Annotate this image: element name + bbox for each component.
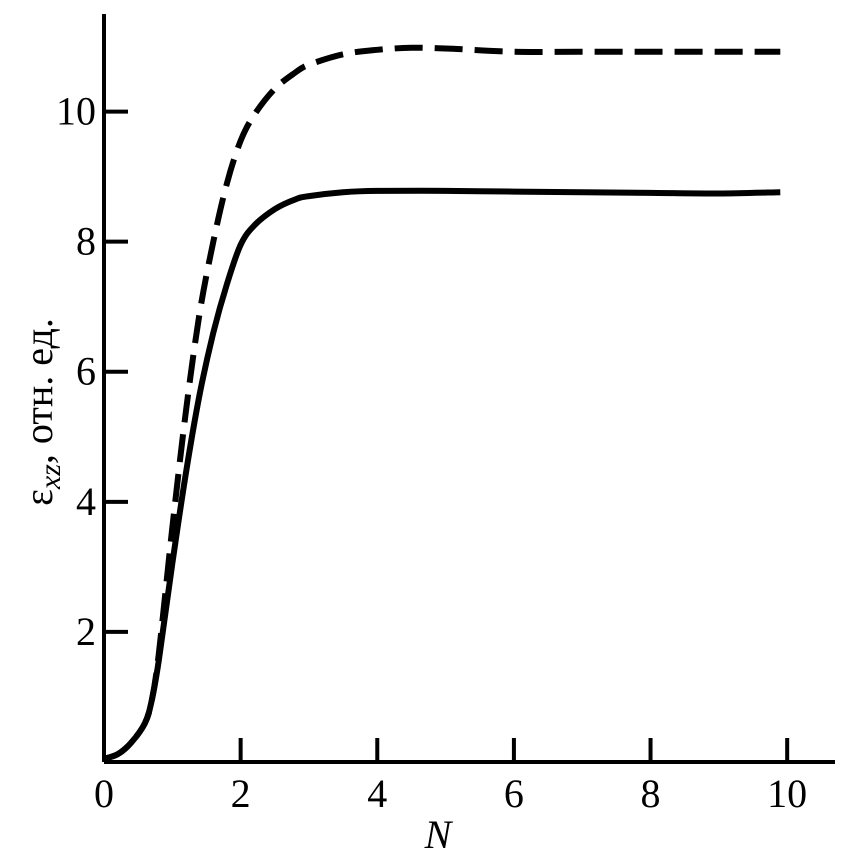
y-tick-label: 2 [76, 609, 96, 654]
y-axis-title-subscript: xz [34, 464, 67, 490]
x-tick-label: 6 [504, 771, 524, 816]
y-tick-label: 8 [76, 219, 96, 264]
y-tick-label: 10 [56, 89, 96, 134]
x-tick-label: 10 [767, 771, 807, 816]
y-axis-title: εxz, отн. ед. [16, 318, 67, 506]
x-tick-label: 4 [367, 771, 387, 816]
labels: N εxz, отн. ед. [16, 318, 454, 857]
series-line-dashed [103, 44, 781, 762]
x-axis-title: N [424, 812, 454, 857]
y-axis-title-symbol: ε [16, 489, 61, 506]
x-tick-label: 2 [231, 771, 251, 816]
axes: 0 2 4 6 8 10 2 4 6 8 10 [56, 14, 835, 816]
x-tick-label: 0 [94, 771, 114, 816]
y-tick-label: 4 [76, 479, 96, 524]
x-tick-label: 8 [641, 771, 661, 816]
series-layer [103, 44, 781, 762]
y-axis-title-unit: , отн. ед. [16, 318, 61, 464]
y-tick-label: 6 [76, 349, 96, 394]
